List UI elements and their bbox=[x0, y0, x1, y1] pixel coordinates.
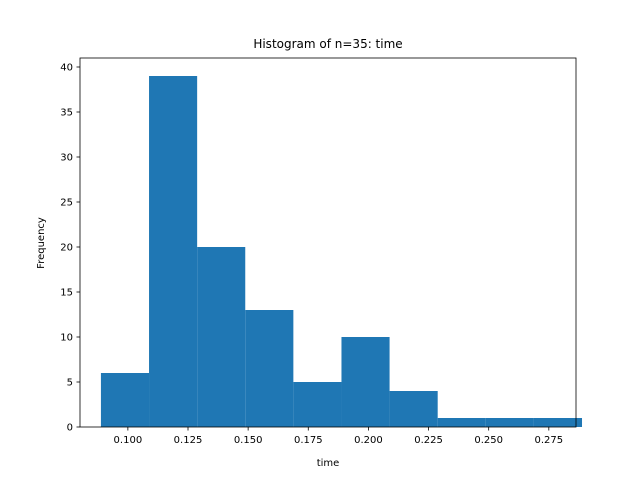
y-tick-label: 40 bbox=[60, 63, 73, 74]
x-axis: 0.100 0.125 0.150 0.175 0.200 0.225 0.250 0.275 bbox=[114, 427, 563, 446]
y-tick-label: 20 bbox=[60, 243, 73, 254]
chart-title: Histogram of n=35: time bbox=[253, 37, 402, 51]
y-tick-label: 35 bbox=[60, 108, 73, 119]
y-axis-label: Frequency bbox=[36, 217, 47, 269]
x-tick-label: 0.250 bbox=[474, 435, 503, 446]
histogram-bar bbox=[245, 310, 294, 427]
y-tick-label: 0 bbox=[67, 423, 73, 434]
y-tick-label: 30 bbox=[60, 153, 73, 164]
x-tick-label: 0.125 bbox=[174, 435, 203, 446]
histogram-bar bbox=[485, 418, 534, 427]
x-tick-label: 0.225 bbox=[414, 435, 443, 446]
x-axis-label: time bbox=[317, 458, 340, 469]
histogram-bar bbox=[389, 391, 438, 427]
x-tick-label: 0.275 bbox=[534, 435, 563, 446]
histogram-bar bbox=[149, 76, 198, 427]
histogram-bar bbox=[293, 382, 342, 427]
y-tick-label: 15 bbox=[60, 288, 73, 299]
x-tick-label: 0.100 bbox=[114, 435, 143, 446]
x-tick-label: 0.150 bbox=[234, 435, 263, 446]
x-tick-label: 0.175 bbox=[294, 435, 323, 446]
y-tick-label: 5 bbox=[67, 378, 73, 389]
bars-group bbox=[100, 76, 583, 427]
histogram-bar bbox=[100, 373, 150, 427]
histogram-bar bbox=[197, 247, 246, 427]
y-tick-label: 10 bbox=[60, 333, 73, 344]
histogram-bar bbox=[437, 418, 486, 427]
histogram-bar bbox=[533, 418, 583, 427]
histogram-bar bbox=[341, 337, 390, 427]
y-tick-label: 25 bbox=[60, 198, 73, 209]
y-axis: 0 5 10 15 20 25 30 35 40 bbox=[60, 63, 80, 434]
x-tick-label: 0.200 bbox=[354, 435, 383, 446]
plot-frame bbox=[79, 57, 577, 428]
